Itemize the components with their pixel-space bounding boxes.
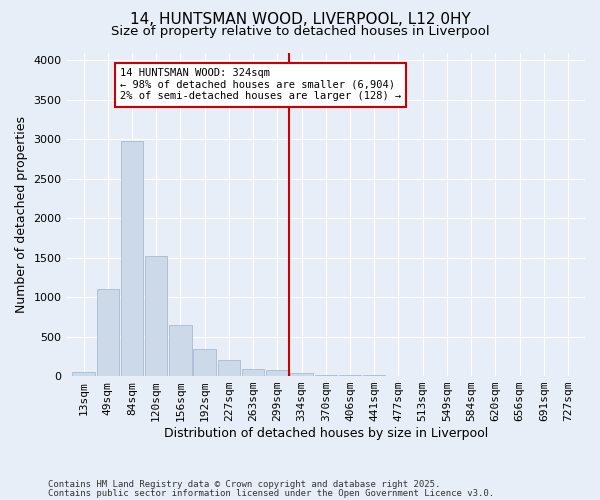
Bar <box>266 370 289 376</box>
Bar <box>193 349 216 376</box>
Text: Contains HM Land Registry data © Crown copyright and database right 2025.: Contains HM Land Registry data © Crown c… <box>48 480 440 489</box>
Bar <box>242 369 264 376</box>
Bar <box>363 375 385 376</box>
X-axis label: Distribution of detached houses by size in Liverpool: Distribution of detached houses by size … <box>164 427 488 440</box>
Text: Contains public sector information licensed under the Open Government Licence v3: Contains public sector information licen… <box>48 489 494 498</box>
Bar <box>290 372 313 376</box>
Bar <box>97 290 119 376</box>
Bar <box>73 372 95 376</box>
Bar <box>145 256 167 376</box>
Text: Size of property relative to detached houses in Liverpool: Size of property relative to detached ho… <box>110 25 490 38</box>
Text: 14, HUNTSMAN WOOD, LIVERPOOL, L12 0HY: 14, HUNTSMAN WOOD, LIVERPOOL, L12 0HY <box>130 12 470 28</box>
Bar <box>169 325 191 376</box>
Bar <box>314 374 337 376</box>
Bar <box>218 360 240 376</box>
Y-axis label: Number of detached properties: Number of detached properties <box>15 116 28 313</box>
Bar <box>339 374 361 376</box>
Text: 14 HUNTSMAN WOOD: 324sqm
← 98% of detached houses are smaller (6,904)
2% of semi: 14 HUNTSMAN WOOD: 324sqm ← 98% of detach… <box>120 68 401 102</box>
Bar <box>121 141 143 376</box>
